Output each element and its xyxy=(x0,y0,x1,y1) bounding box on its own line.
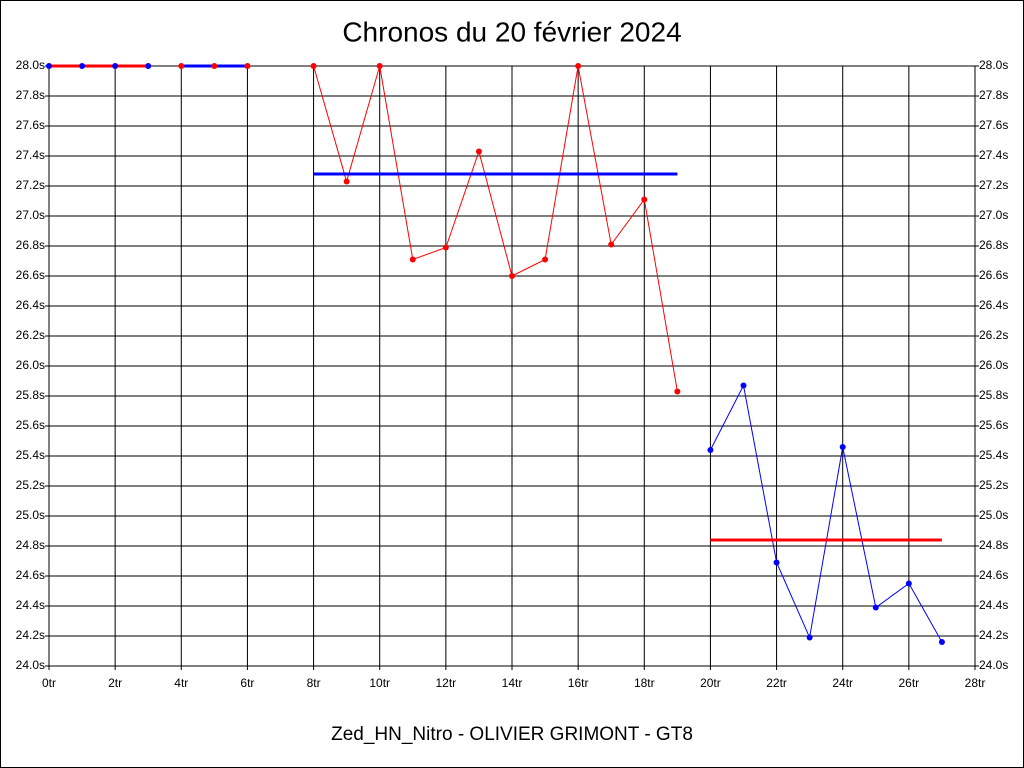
data-point xyxy=(641,196,648,203)
y-tick-label: 26.6s xyxy=(16,268,45,282)
y2-tick-label: 26.8s xyxy=(979,238,1008,252)
data-point xyxy=(211,63,218,69)
y2-tick-label: 27.4s xyxy=(979,148,1008,162)
data-point xyxy=(112,63,119,69)
y-tick-label: 24.4s xyxy=(16,598,45,612)
y2-tick-label: 25.0s xyxy=(979,508,1008,522)
x-tick-label: 22tr xyxy=(766,676,787,690)
y2-tick-label: 24.2s xyxy=(979,628,1008,642)
data-point xyxy=(905,580,912,587)
y2-tick-label: 26.2s xyxy=(979,328,1008,342)
y2-tick-label: 24.4s xyxy=(979,598,1008,612)
y2-tick-label: 27.2s xyxy=(979,178,1008,192)
x-tick-label: 18tr xyxy=(634,676,655,690)
y2-tick-label: 25.6s xyxy=(979,418,1008,432)
x-tick-label: 4tr xyxy=(174,676,188,690)
x-tick-label: 6tr xyxy=(240,676,254,690)
series-line xyxy=(313,65,678,392)
y2-tick-label: 26.0s xyxy=(979,358,1008,372)
y2-tick-label: 27.8s xyxy=(979,88,1008,102)
y-tick-label: 24.8s xyxy=(16,538,45,552)
data-point xyxy=(839,444,846,450)
y2-tick-label: 28.0s xyxy=(979,58,1008,72)
y2-tick-label: 24.8s xyxy=(979,538,1008,552)
data-point xyxy=(575,63,582,69)
x-tick-label: 26tr xyxy=(899,676,920,690)
y-tick-label: 25.6s xyxy=(16,418,45,432)
data-point xyxy=(310,63,317,69)
y-tick-label: 28.0s xyxy=(16,58,45,72)
data-point xyxy=(872,604,879,611)
y-tick-label: 26.2s xyxy=(16,328,45,342)
data-point xyxy=(145,63,152,69)
y-tick-label: 27.2s xyxy=(16,178,45,192)
x-tick-label: 28tr xyxy=(965,676,986,690)
y-tick-label: 24.0s xyxy=(16,658,45,672)
x-tick-label: 0tr xyxy=(42,676,56,690)
data-point xyxy=(773,559,780,566)
data-point xyxy=(79,63,86,69)
x-tick-label: 16tr xyxy=(568,676,589,690)
series-line xyxy=(709,383,943,643)
y-tick-label: 27.4s xyxy=(16,148,45,162)
plot-area xyxy=(48,65,976,667)
data-point xyxy=(409,256,416,263)
x-tick-label: 2tr xyxy=(108,676,122,690)
data-point xyxy=(244,63,251,69)
y2-tick-label: 26.6s xyxy=(979,268,1008,282)
y2-tick-label: 25.4s xyxy=(979,448,1008,462)
x-tick-label: 14tr xyxy=(502,676,523,690)
data-point xyxy=(376,63,383,69)
data-point xyxy=(178,63,185,69)
data-point xyxy=(509,273,515,279)
data-point xyxy=(46,63,52,69)
y-tick-label: 26.8s xyxy=(16,238,45,252)
data-point xyxy=(343,178,350,185)
data-point xyxy=(475,148,482,155)
data-point xyxy=(674,388,681,395)
y-tick-label: 25.2s xyxy=(16,478,45,492)
data-point xyxy=(442,244,449,251)
y-tick-label: 24.6s xyxy=(16,568,45,582)
x-axis-label: Zed_HN_Nitro - OLIVIER GRIMONT - GT8 xyxy=(331,724,693,745)
x-tick-label: 24tr xyxy=(832,676,853,690)
data-point xyxy=(608,241,615,248)
y2-tick-label: 24.6s xyxy=(979,568,1008,582)
y2-tick-label: 27.6s xyxy=(979,118,1008,132)
data-point xyxy=(938,639,945,645)
y2-tick-label: 25.2s xyxy=(979,478,1008,492)
x-tick-label: 8tr xyxy=(307,676,321,690)
y-tick-label: 25.0s xyxy=(16,508,45,522)
y-tick-label: 24.2s xyxy=(16,628,45,642)
y-tick-label: 26.0s xyxy=(16,358,45,372)
x-tick-label: 20tr xyxy=(700,676,721,690)
y-tick-label: 25.8s xyxy=(16,388,45,402)
y-tick-label: 27.0s xyxy=(16,208,45,222)
y2-tick-label: 26.4s xyxy=(979,298,1008,312)
y2-tick-label: 27.0s xyxy=(979,208,1008,222)
data-point xyxy=(542,256,549,263)
data-point xyxy=(707,447,714,453)
y2-tick-label: 24.0s xyxy=(979,658,1008,672)
y2-tick-label: 25.8s xyxy=(979,388,1008,402)
data-point xyxy=(740,382,747,389)
x-tick-label: 10tr xyxy=(369,676,390,690)
y-tick-label: 26.4s xyxy=(16,298,45,312)
y-tick-label: 27.8s xyxy=(16,88,45,102)
data-point xyxy=(806,634,813,641)
chart-title: Chronos du 20 février 2024 xyxy=(342,16,681,47)
x-tick-label: 12tr xyxy=(436,676,457,690)
y-tick-label: 27.6s xyxy=(16,118,45,132)
y-tick-label: 25.4s xyxy=(16,448,45,462)
